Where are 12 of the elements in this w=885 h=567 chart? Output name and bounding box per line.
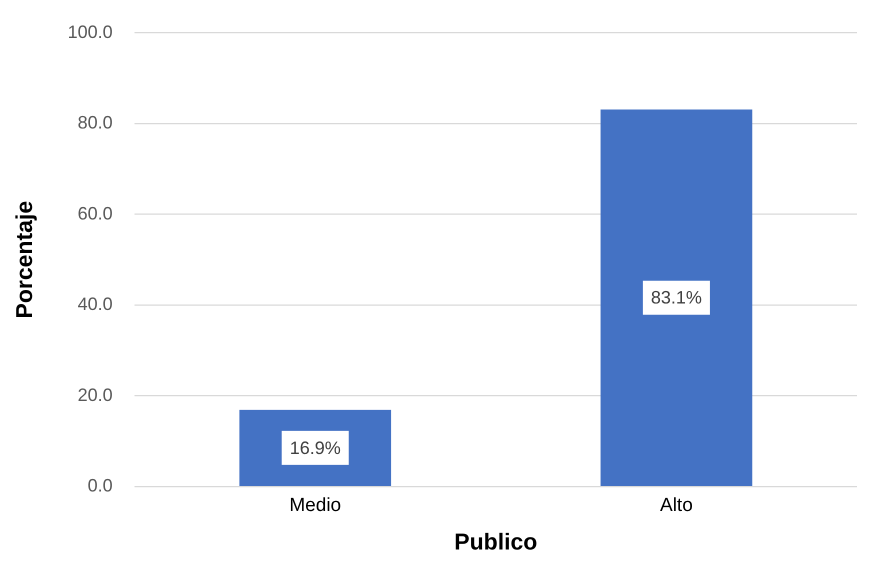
y-tick-label: 100.0 [68,22,113,42]
data-label: 83.1% [650,288,702,308]
y-tick-label: 80.0 [78,112,113,133]
data-label: 16.9% [290,438,341,458]
y-tick-label: 40.0 [78,294,113,314]
x-axis-title: Publico [454,528,538,555]
y-tick-label: 20.0 [78,384,113,405]
y-tick-label: 60.0 [78,203,113,224]
x-tick-label: Alto [660,495,693,516]
y-tick-label: 0.0 [88,476,113,496]
x-tick-label: Medio [289,495,342,516]
y-axis-title: Porcentaje [11,200,38,319]
